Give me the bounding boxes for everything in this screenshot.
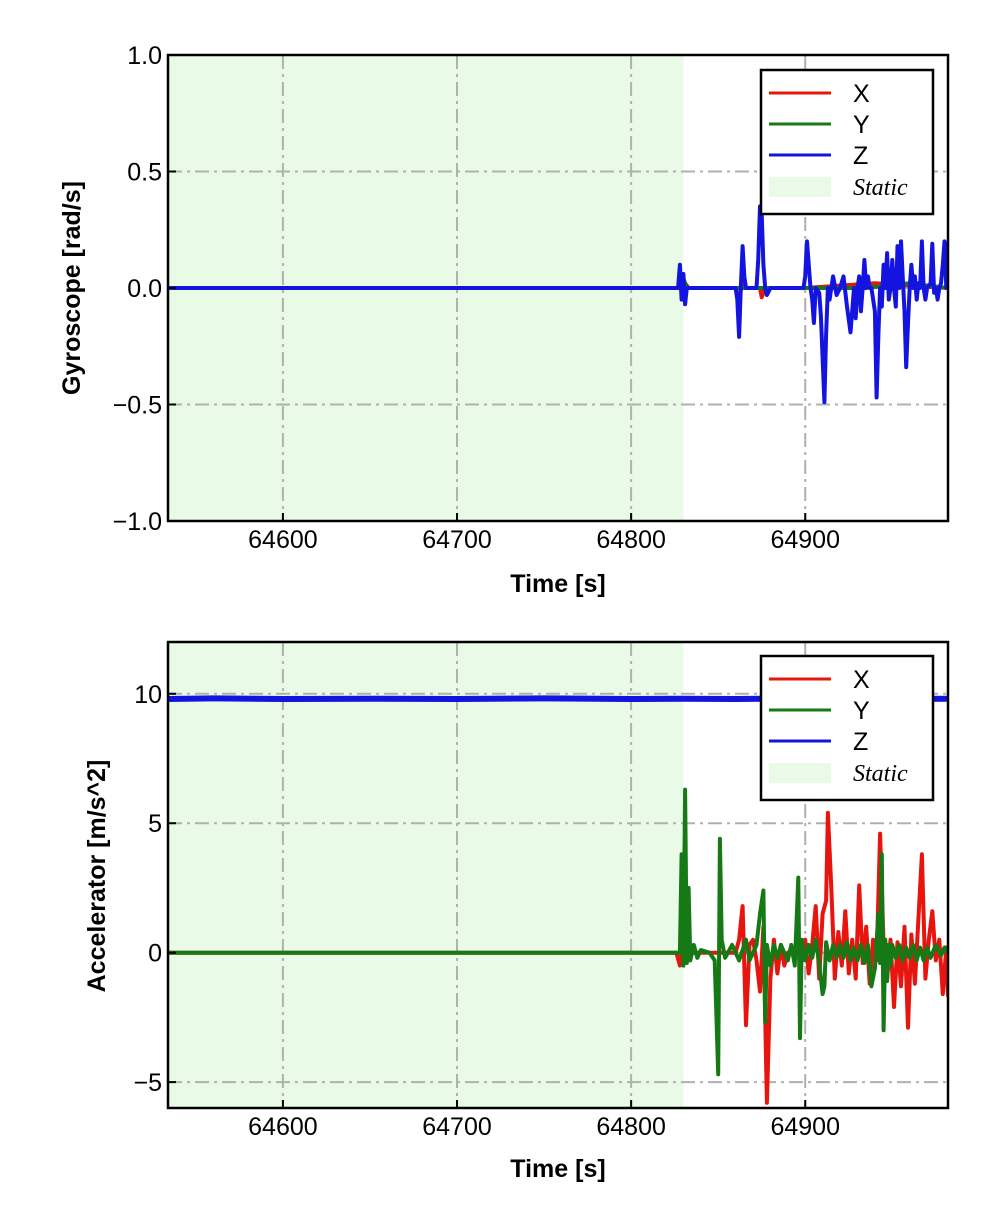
y-tick-label: −5 <box>133 1069 162 1097</box>
x-tick-label: 64700 <box>422 1113 492 1141</box>
legend-static-label: Static <box>853 761 908 787</box>
legend: X Y Z Static <box>759 654 935 802</box>
y-tick-label: −0.5 <box>113 392 162 420</box>
x-tick-label: 64700 <box>422 526 492 554</box>
x-axis-label: Time [s] <box>510 570 605 598</box>
y-tick-label: 0 <box>148 940 162 968</box>
x-tick-label: 64600 <box>248 526 318 554</box>
legend-y-label: Y <box>853 111 870 139</box>
y-tick-label: 0.0 <box>127 275 162 303</box>
x-axis-label: Time [s] <box>510 1155 605 1183</box>
y-axis-label: Gyroscope [rad/s] <box>58 181 86 395</box>
tick-marks <box>168 54 807 522</box>
legend-z-label: Z <box>853 728 868 756</box>
x-tick-label: 64900 <box>770 1113 840 1141</box>
legend: X Y Z Static <box>759 68 935 216</box>
static-region-shading <box>168 642 684 1108</box>
x-tick-labels: 64600 64700 64800 64900 <box>248 526 840 554</box>
legend-static-swatch <box>769 763 831 783</box>
y-tick-label: 5 <box>148 810 162 838</box>
tick-marks <box>168 692 807 1108</box>
y-axis-label: Accelerator [m/s^2] <box>83 760 111 993</box>
y-tick-labels: −5 0 5 10 <box>133 681 162 1097</box>
legend-x-label: X <box>853 80 870 108</box>
y-tick-label: 0.5 <box>127 159 162 187</box>
x-tick-label: 64800 <box>596 1113 666 1141</box>
legend-x-label: X <box>853 666 870 694</box>
legend-y-label: Y <box>853 697 870 725</box>
x-tick-label: 64900 <box>770 526 840 554</box>
x-tick-label: 64800 <box>596 526 666 554</box>
legend-static-swatch <box>769 177 831 197</box>
legend-z-label: Z <box>853 142 868 170</box>
plot-frame <box>166 640 950 1110</box>
legend-static-label: Static <box>853 175 908 201</box>
y-tick-label: 1.0 <box>127 42 162 70</box>
y-tick-labels: −1.0 −0.5 0.0 0.5 1.0 <box>113 42 162 536</box>
accelerator-chart: 64600 64700 64800 64900 −5 0 5 10 Time [s] Acc… <box>83 640 950 1183</box>
gyroscope-chart: 64600 64700 64800 64900 −1.0 −0.5 0.0 0.5 1.0 T… <box>58 42 950 598</box>
y-tick-label: −1.0 <box>113 508 162 536</box>
series-line-y <box>168 787 948 1077</box>
y-tick-label: 10 <box>134 681 162 709</box>
x-tick-labels: 64600 64700 64800 64900 <box>248 1113 840 1141</box>
x-tick-label: 64600 <box>248 1113 318 1141</box>
